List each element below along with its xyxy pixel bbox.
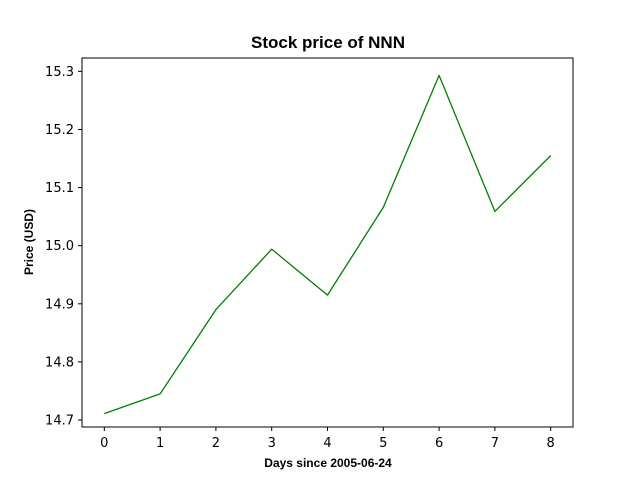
x-tick-label: 4	[323, 436, 331, 451]
x-tick-label: 2	[212, 436, 220, 451]
x-tick-label: 5	[379, 436, 387, 451]
x-tick-label: 3	[268, 436, 276, 451]
x-axis-label: Days since 2005-06-24	[264, 456, 392, 470]
y-tick-label: 14.8	[45, 355, 74, 370]
series-line	[104, 74, 552, 415]
x-tick-label: 6	[435, 436, 443, 451]
x-tick-label: 0	[100, 436, 108, 451]
x-axis: 0 1 2 3 4 5 6 7 8	[100, 427, 555, 451]
plot-area	[81, 57, 574, 428]
y-tick-label: 15.1	[45, 181, 74, 196]
y-tick-label: 15.3	[45, 65, 74, 80]
y-axis: 14.7 14.8 14.9 15.0 15.1 15.2 15.3	[45, 65, 82, 429]
chart-title: Stock price of NNN	[251, 33, 405, 52]
y-axis-label: Price (USD)	[22, 209, 36, 275]
series-layer	[104, 74, 552, 415]
x-tick-label: 8	[547, 436, 555, 451]
y-tick-label: 14.7	[45, 414, 74, 429]
x-tick-label: 7	[491, 436, 499, 451]
y-tick-label: 15.0	[45, 239, 74, 254]
y-tick-label: 14.9	[45, 297, 74, 312]
y-tick-label: 15.2	[45, 123, 74, 138]
x-tick-label: 1	[156, 436, 164, 451]
